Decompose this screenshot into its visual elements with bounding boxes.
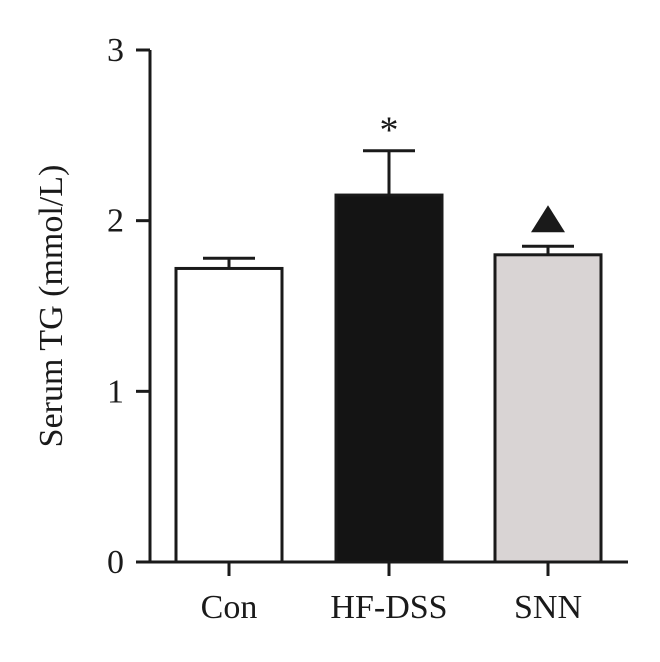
significance-asterisk: * [380, 110, 399, 152]
x-tick-label: Con [201, 589, 258, 626]
x-tick-label: HF-DSS [330, 589, 447, 626]
significance-marks: * [380, 110, 565, 233]
y-axis-title: Serum TG (mmol/L) [33, 165, 70, 448]
bar-con [174, 266, 284, 564]
y-tick-label: 3 [107, 32, 124, 69]
bar-hf-dss [334, 193, 444, 564]
y-tick-label: 0 [107, 544, 124, 581]
y-tick-label: 1 [107, 373, 124, 410]
y-tick-label: 2 [107, 203, 124, 240]
bar-snn [493, 253, 603, 564]
x-tick-label: SNN [514, 589, 582, 626]
bars-group [174, 149, 603, 564]
significance-triangle-icon [531, 205, 565, 233]
y-axis: 0 1 2 3 [107, 32, 152, 581]
x-axis: Con HF-DSS SNN [150, 560, 628, 626]
